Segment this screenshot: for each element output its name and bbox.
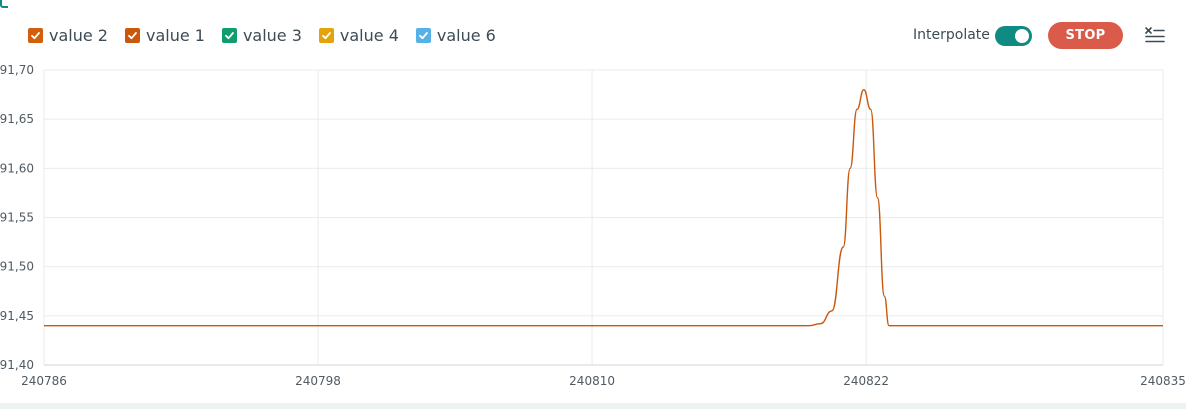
- legend-item[interactable]: value 6: [415, 26, 496, 45]
- toggle-knob: [1015, 29, 1029, 43]
- axes: 91,40 91,45 91,50 91,55 91,60 91,65 91,70 24078…: [0, 63, 1186, 388]
- clear-list-icon[interactable]: [1144, 25, 1166, 45]
- legend-item[interactable]: value 2: [28, 26, 108, 45]
- legend: value 2 value 1 value 3 value 4 value 6: [28, 26, 513, 45]
- line-chart: 91,40 91,45 91,50 91,55 91,60 91,65 91,70 24078…: [0, 63, 1186, 388]
- legend-label: value 1: [145, 26, 205, 45]
- legend-item[interactable]: value 1: [124, 26, 205, 45]
- legend-label: value 2: [49, 26, 108, 45]
- y-tick-label: 91,55: [0, 211, 34, 225]
- x-tick-label: 240835: [1140, 374, 1186, 388]
- y-tick-label: 91,50: [0, 260, 34, 274]
- x-tick-label: 240822: [843, 374, 889, 388]
- legend-item[interactable]: value 3: [221, 26, 302, 45]
- legend-item[interactable]: value 4: [318, 26, 399, 45]
- stop-button[interactable]: STOP: [1048, 22, 1123, 49]
- interpolate-label: Interpolate: [913, 27, 990, 43]
- legend-label: value 6: [436, 26, 496, 45]
- corner-accent: [0, 0, 8, 8]
- series: [44, 88, 1163, 327]
- series-line: [44, 88, 1163, 327]
- x-tick-label: 240810: [569, 374, 615, 388]
- toolbar: value 2 value 1 value 3 value 4 value 6 Inte…: [0, 20, 1186, 54]
- checkbox-checked-icon[interactable]: [415, 28, 431, 43]
- grid: [43, 69, 1164, 366]
- checkbox-checked-icon[interactable]: [28, 28, 43, 43]
- y-tick-label: 91,60: [0, 161, 34, 175]
- y-tick-label: 91,45: [0, 309, 34, 323]
- x-tick-label: 240786: [21, 374, 67, 388]
- bottom-strip: [0, 403, 1186, 409]
- y-tick-label: 91,40: [0, 358, 34, 372]
- x-tick-label: 240798: [295, 374, 341, 388]
- y-tick-label: 91,70: [0, 63, 34, 77]
- interpolate-toggle[interactable]: [995, 26, 1032, 46]
- legend-label: value 3: [242, 26, 302, 45]
- checkbox-checked-icon[interactable]: [318, 28, 334, 43]
- legend-label: value 4: [339, 26, 399, 45]
- checkbox-checked-icon[interactable]: [124, 28, 140, 43]
- y-tick-label: 91,65: [0, 112, 34, 126]
- checkbox-checked-icon[interactable]: [221, 28, 237, 43]
